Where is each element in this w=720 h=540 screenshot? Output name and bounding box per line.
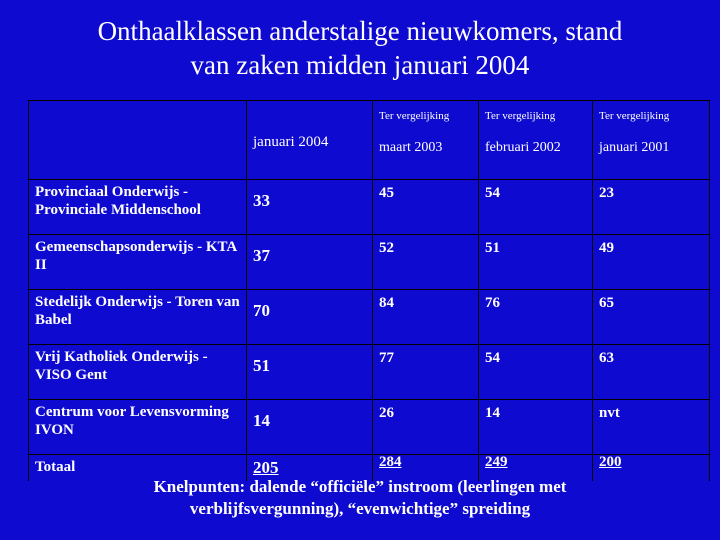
value-cell: 77 xyxy=(372,344,479,400)
header-date: februari 2002 xyxy=(485,140,561,155)
row-label: Vrij Katholiek Onderwijs - VISO Gent xyxy=(28,344,247,400)
row-label: Centrum voor Levensvorming IVON xyxy=(28,399,247,455)
total-value: 205 xyxy=(253,458,279,477)
value: nvt xyxy=(599,405,620,421)
value: 49 xyxy=(599,240,614,256)
header-col-2: Ter vergelijking maart 2003 xyxy=(372,100,479,180)
total-cell: 200 xyxy=(592,454,710,481)
value: 45 xyxy=(379,185,394,201)
value-cell: 65 xyxy=(592,289,710,345)
value-cell: 26 xyxy=(372,399,479,455)
data-table: januari 2004 Ter vergelijking maart 2003… xyxy=(28,100,710,481)
value-cell: 23 xyxy=(592,179,710,235)
value-cell: 70 xyxy=(246,289,373,345)
value-cell: 54 xyxy=(478,344,593,400)
total-row: Totaal 205 284 249 200 xyxy=(28,454,710,481)
value: 77 xyxy=(379,350,394,366)
header-empty-cell xyxy=(28,100,247,180)
header-row: januari 2004 Ter vergelijking maart 2003… xyxy=(28,100,710,180)
table-row: Stedelijk Onderwijs - Toren van Babel 70… xyxy=(28,289,710,345)
value-cell: 14 xyxy=(246,399,373,455)
value: 84 xyxy=(379,295,394,311)
table-row: Vrij Katholiek Onderwijs - VISO Gent 51 … xyxy=(28,344,710,400)
header-date: januari 2001 xyxy=(599,140,670,155)
value-cell: 14 xyxy=(478,399,593,455)
value: 26 xyxy=(379,405,394,421)
value-cell: 76 xyxy=(478,289,593,345)
header-compare-label: Ter vergelijking xyxy=(599,110,670,122)
value-cell: 63 xyxy=(592,344,710,400)
table-row: Gemeenschapsonderwijs - KTA II 37 52 51 … xyxy=(28,234,710,290)
value: 65 xyxy=(599,295,614,311)
value-cell: nvt xyxy=(592,399,710,455)
value-cell: 84 xyxy=(372,289,479,345)
value: 37 xyxy=(253,246,270,265)
value-cell: 33 xyxy=(246,179,373,235)
title-line-2: van zaken midden januari 2004 xyxy=(190,50,530,80)
value: 76 xyxy=(485,295,500,311)
total-value: 249 xyxy=(485,454,508,470)
row-label: Stedelijk Onderwijs - Toren van Babel xyxy=(28,289,247,345)
header-col-1: januari 2004 xyxy=(246,100,373,180)
value: 33 xyxy=(253,191,270,210)
header-col-4: Ter vergelijking januari 2001 xyxy=(592,100,710,180)
header-date: januari 2004 xyxy=(253,134,329,150)
value-cell: 52 xyxy=(372,234,479,290)
title-line-1: Onthaalklassen anderstalige nieuwkomers,… xyxy=(97,16,623,46)
value: 63 xyxy=(599,350,614,366)
row-label: Gemeenschapsonderwijs - KTA II xyxy=(28,234,247,290)
value-cell: 51 xyxy=(246,344,373,400)
value-cell: 54 xyxy=(478,179,593,235)
value: 52 xyxy=(379,240,394,256)
footnote-line-1: Knelpunten: dalende “officiële” instroom… xyxy=(153,477,567,496)
header-compare-label: Ter vergelijking xyxy=(379,110,450,122)
value: 70 xyxy=(253,301,270,320)
value: 23 xyxy=(599,185,614,201)
total-cell: 284 xyxy=(372,454,479,481)
footnote: Knelpunten: dalende “officiële” instroom… xyxy=(0,476,720,520)
row-label: Provinciaal Onderwijs - Provinciale Midd… xyxy=(28,179,247,235)
total-cell: 205 xyxy=(246,454,373,481)
value-cell: 37 xyxy=(246,234,373,290)
footnote-line-2: verblijfsvergunning), “evenwichtige” spr… xyxy=(189,499,531,518)
value: 14 xyxy=(485,405,500,421)
value-cell: 49 xyxy=(592,234,710,290)
value: 14 xyxy=(253,411,270,430)
header-compare-label: Ter vergelijking xyxy=(485,110,556,122)
slide-title: Onthaalklassen anderstalige nieuwkomers,… xyxy=(0,14,720,82)
value-cell: 51 xyxy=(478,234,593,290)
value: 54 xyxy=(485,185,500,201)
header-date: maart 2003 xyxy=(379,140,443,155)
table-row: Provinciaal Onderwijs - Provinciale Midd… xyxy=(28,179,710,235)
value: 51 xyxy=(253,356,270,375)
header-col-3: Ter vergelijking februari 2002 xyxy=(478,100,593,180)
value: 51 xyxy=(485,240,500,256)
value: 54 xyxy=(485,350,500,366)
total-value: 200 xyxy=(599,454,622,470)
total-label: Totaal xyxy=(28,454,247,481)
table-row: Centrum voor Levensvorming IVON 14 26 14… xyxy=(28,399,710,455)
total-value: 284 xyxy=(379,454,402,470)
value-cell: 45 xyxy=(372,179,479,235)
